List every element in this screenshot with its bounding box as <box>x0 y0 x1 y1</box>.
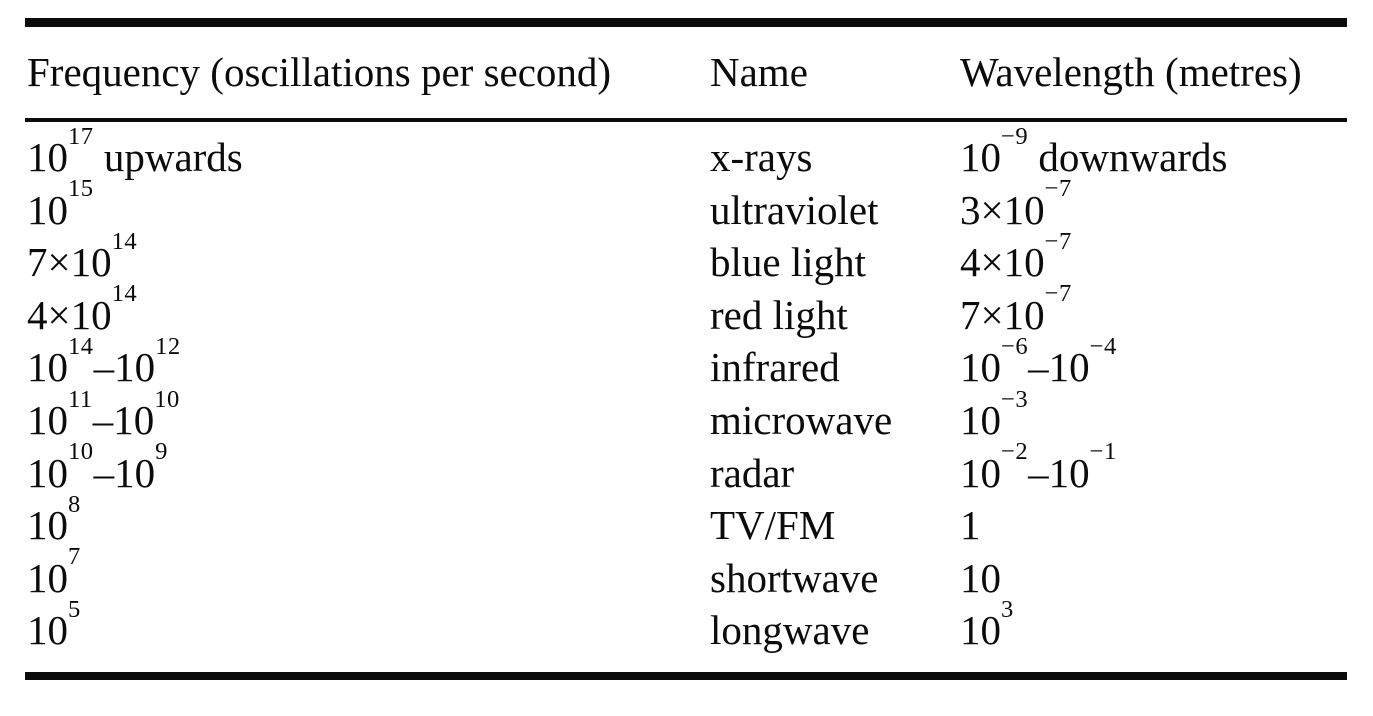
table-cell-frequency: 1011–1010 <box>27 385 180 443</box>
table-cell-name: radar <box>710 449 795 496</box>
table-cell-wavelength: 10 <box>960 554 1001 601</box>
table-cell-frequency: 105 <box>27 595 81 654</box>
table-cell-wavelength: 10−3 <box>960 385 1029 443</box>
table-cell-frequency: 1010–109 <box>27 438 168 496</box>
superscript: −7 <box>1044 175 1072 203</box>
table-cell-wavelength: 10−6–10−4 <box>960 332 1117 391</box>
superscript: 11 <box>68 385 93 413</box>
table-cell-frequency: 1015 <box>27 175 94 233</box>
table-row: 107 shortwave 10 <box>27 543 1347 605</box>
superscript: −9 <box>1001 122 1029 150</box>
table-cell-wavelength: 4×10−7 <box>960 227 1072 286</box>
table-cell-frequency: 4×1014 <box>27 280 138 338</box>
table-cell-name: shortwave <box>710 554 879 601</box>
superscript: 14 <box>111 280 138 308</box>
superscript: 10 <box>154 385 180 413</box>
superscript: −2 <box>1001 438 1029 466</box>
superscript: −3 <box>1001 385 1029 413</box>
table-row: 105 longwave 103 <box>27 595 1347 657</box>
column-header-name: Name <box>710 49 808 95</box>
table-row: 7×1014 blue light 4×10−7 <box>27 227 1347 289</box>
table-cell-wavelength: 103 <box>960 595 1014 654</box>
column-header-frequency: Frequency (oscillations per second) <box>27 49 612 95</box>
superscript: 14 <box>111 227 138 255</box>
table-row: 1014–1012 infrared 10−6–10−4 <box>27 332 1347 394</box>
superscript: −4 <box>1089 332 1117 360</box>
table-cell-name: red light <box>710 291 848 338</box>
superscript: −7 <box>1044 227 1072 255</box>
table-row: 1010–109 radar 10−2–10−1 <box>27 438 1347 500</box>
superscript: 12 <box>155 332 181 360</box>
table-bottom-rule <box>25 671 1347 680</box>
table-cell-name: blue light <box>710 239 867 286</box>
superscript: 17 <box>68 122 94 150</box>
table-row: 1017 upwards x-rays 10−9 downwards <box>27 122 1347 184</box>
table-row: 1011–1010 microwave 10−3 <box>27 385 1347 447</box>
superscript: 5 <box>68 595 81 623</box>
superscript: 10 <box>68 438 94 466</box>
table-cell-frequency: 108 <box>27 490 81 549</box>
superscript: 7 <box>68 543 81 571</box>
table-cell-frequency: 1017 upwards <box>27 122 243 180</box>
table-header-rule <box>25 118 1347 122</box>
superscript: −7 <box>1044 280 1072 308</box>
table-cell-frequency: 107 <box>27 543 81 601</box>
table-body: 1017 upwards x-rays 10−9 downwards 1015 ultr… <box>25 122 1347 672</box>
table-row: 1015 ultraviolet 3×10−7 <box>27 175 1347 237</box>
superscript: 8 <box>68 490 81 518</box>
table-header-row: Frequency (oscillations per second) Name… <box>25 27 1347 118</box>
superscript: 15 <box>68 175 94 203</box>
column-header-wavelength: Wavelength (metres) <box>960 49 1302 95</box>
em-spectrum-table: Frequency (oscillations per second) Name… <box>25 18 1347 680</box>
superscript: −6 <box>1001 332 1029 360</box>
table-row: 108 TV/FM 1 <box>27 490 1347 552</box>
table-top-rule <box>25 18 1347 27</box>
table-cell-name: TV/FM <box>710 502 836 549</box>
table-cell-frequency: 1014–1012 <box>27 332 181 391</box>
table-cell-wavelength: 10−9 downwards <box>960 122 1228 180</box>
superscript: 9 <box>155 438 168 466</box>
table-cell-wavelength: 1 <box>960 502 981 549</box>
table-cell-name: longwave <box>710 607 870 654</box>
table-cell-frequency: 7×1014 <box>27 227 138 286</box>
table-cell-wavelength: 10−2–10−1 <box>960 438 1117 496</box>
table-cell-name: ultraviolet <box>710 186 879 233</box>
table-cell-wavelength: 3×10−7 <box>960 175 1072 233</box>
table-cell-name: microwave <box>710 396 893 443</box>
table-cell-wavelength: 7×10−7 <box>960 280 1072 338</box>
superscript: −1 <box>1089 438 1117 466</box>
table-cell-name: x-rays <box>710 134 813 180</box>
table-cell-name: infrared <box>710 344 840 391</box>
table-row: 4×1014 red light 7×10−7 <box>27 280 1347 342</box>
superscript: 14 <box>68 332 94 360</box>
superscript: 3 <box>1001 595 1014 623</box>
